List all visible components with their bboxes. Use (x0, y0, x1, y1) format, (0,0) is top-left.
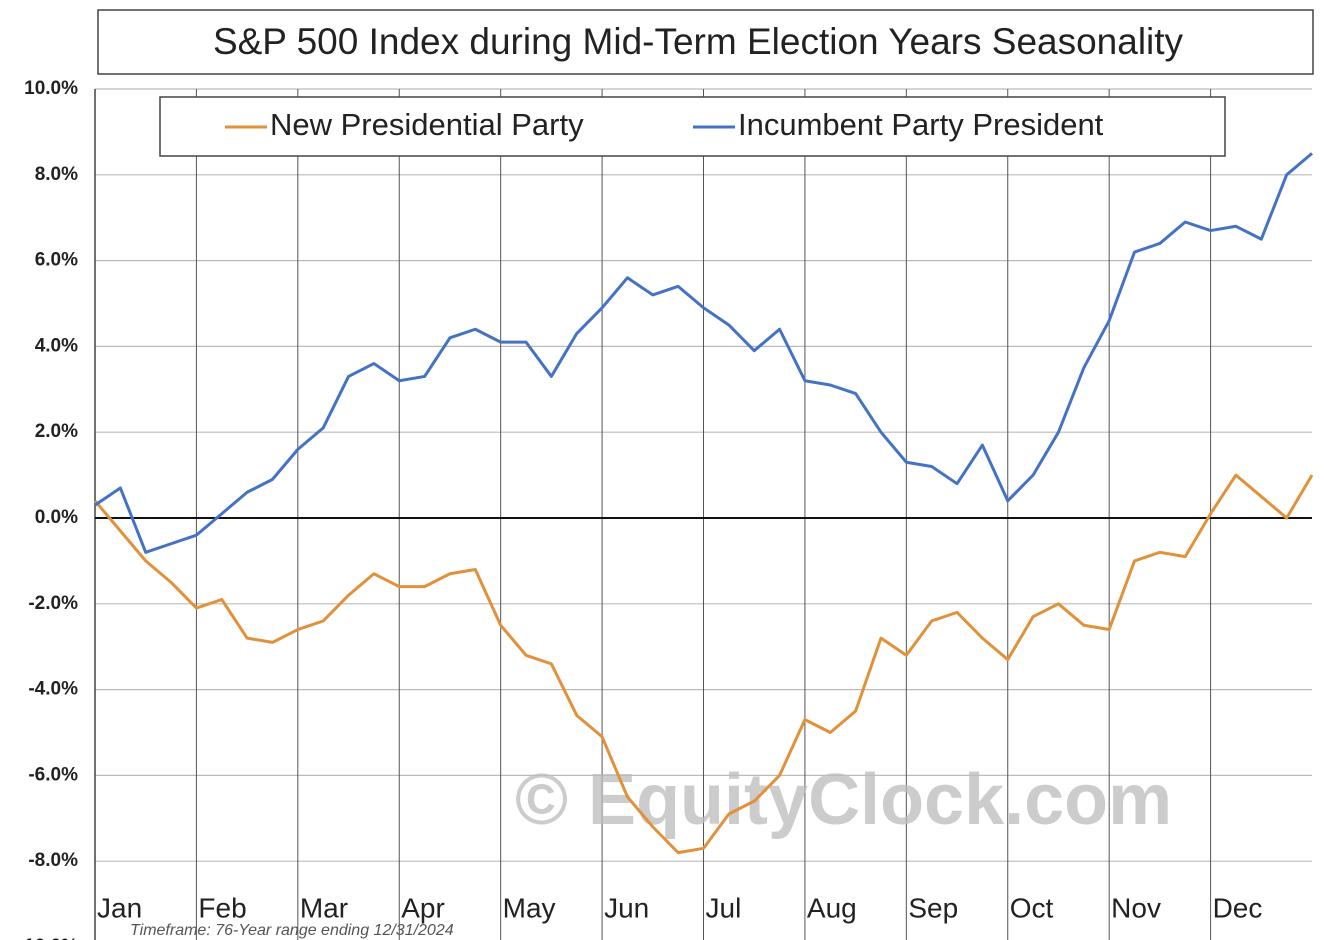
series-line (94, 152, 1313, 554)
x-tick-label: Nov (1111, 892, 1161, 923)
x-tick-label: Jan (97, 892, 142, 923)
legend-box (159, 96, 1226, 157)
y-tick-label: -8.0% (28, 850, 78, 871)
chart-title: S&P 500 Index during Mid-Term Election Y… (213, 21, 1184, 62)
x-tick-label: Jul (706, 892, 742, 923)
footnote: Timeframe: 76-Year range ending 12/31/20… (130, 922, 454, 939)
y-tick-label: 10.0% (24, 78, 78, 99)
y-tick-label: 8.0% (35, 164, 78, 185)
x-tick-label: May (503, 892, 556, 923)
x-tick-label: Mar (300, 892, 348, 923)
x-tick-label: Feb (198, 892, 246, 923)
y-tick-label: -6.0% (28, 764, 78, 785)
x-tick-label: Jun (604, 892, 649, 923)
x-tick-label: Dec (1213, 892, 1263, 923)
x-tick-label: Sep (908, 892, 958, 923)
y-tick-label: -4.0% (28, 679, 78, 700)
x-tick-label: Aug (807, 892, 857, 923)
y-tick-label: 4.0% (35, 335, 78, 356)
watermark: © EquityClock.com (515, 760, 1172, 840)
x-tick-label: Oct (1010, 892, 1054, 923)
y-tick-label: 6.0% (35, 250, 78, 271)
x-tick-label: Apr (401, 892, 445, 923)
y-tick-label: 2.0% (35, 421, 78, 442)
legend-label: New Presidential Party (270, 107, 584, 142)
y-tick-label: 0.0% (35, 507, 78, 528)
legend-label: Incumbent Party President (738, 107, 1104, 142)
y-tick-label: -2.0% (28, 593, 78, 614)
series-line (93, 473, 1314, 855)
y-tick-label: -10.0% (18, 936, 78, 940)
title-box (97, 9, 1314, 75)
